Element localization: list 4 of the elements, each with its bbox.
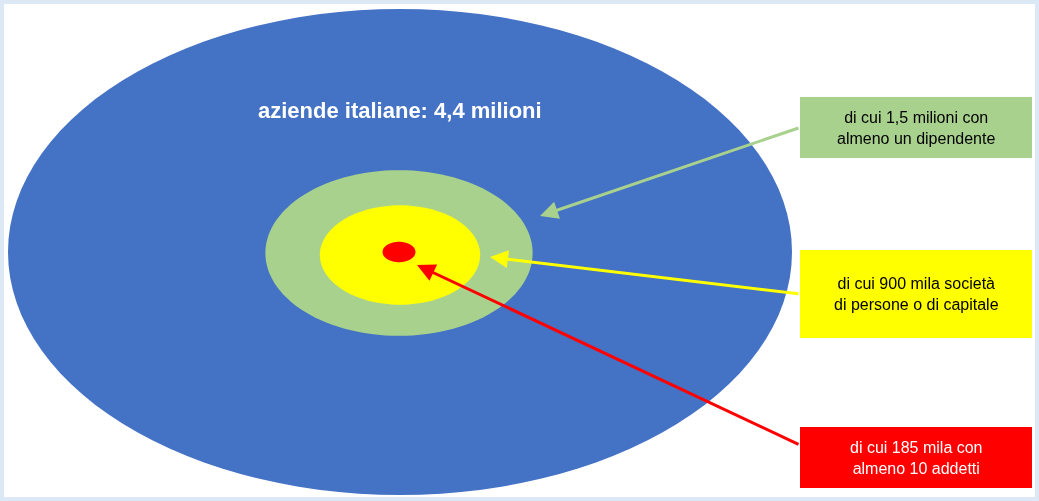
data-label: di cui 185 mila con almeno 10 addetti [850,439,983,477]
data-label: di cui 1,5 milioni con almeno un dipendente [837,109,996,147]
data-label: di cui 900 mila società di persone o di capitale [834,275,999,313]
data-label: aziende italiane: 4,4 milioni [258,98,542,123]
